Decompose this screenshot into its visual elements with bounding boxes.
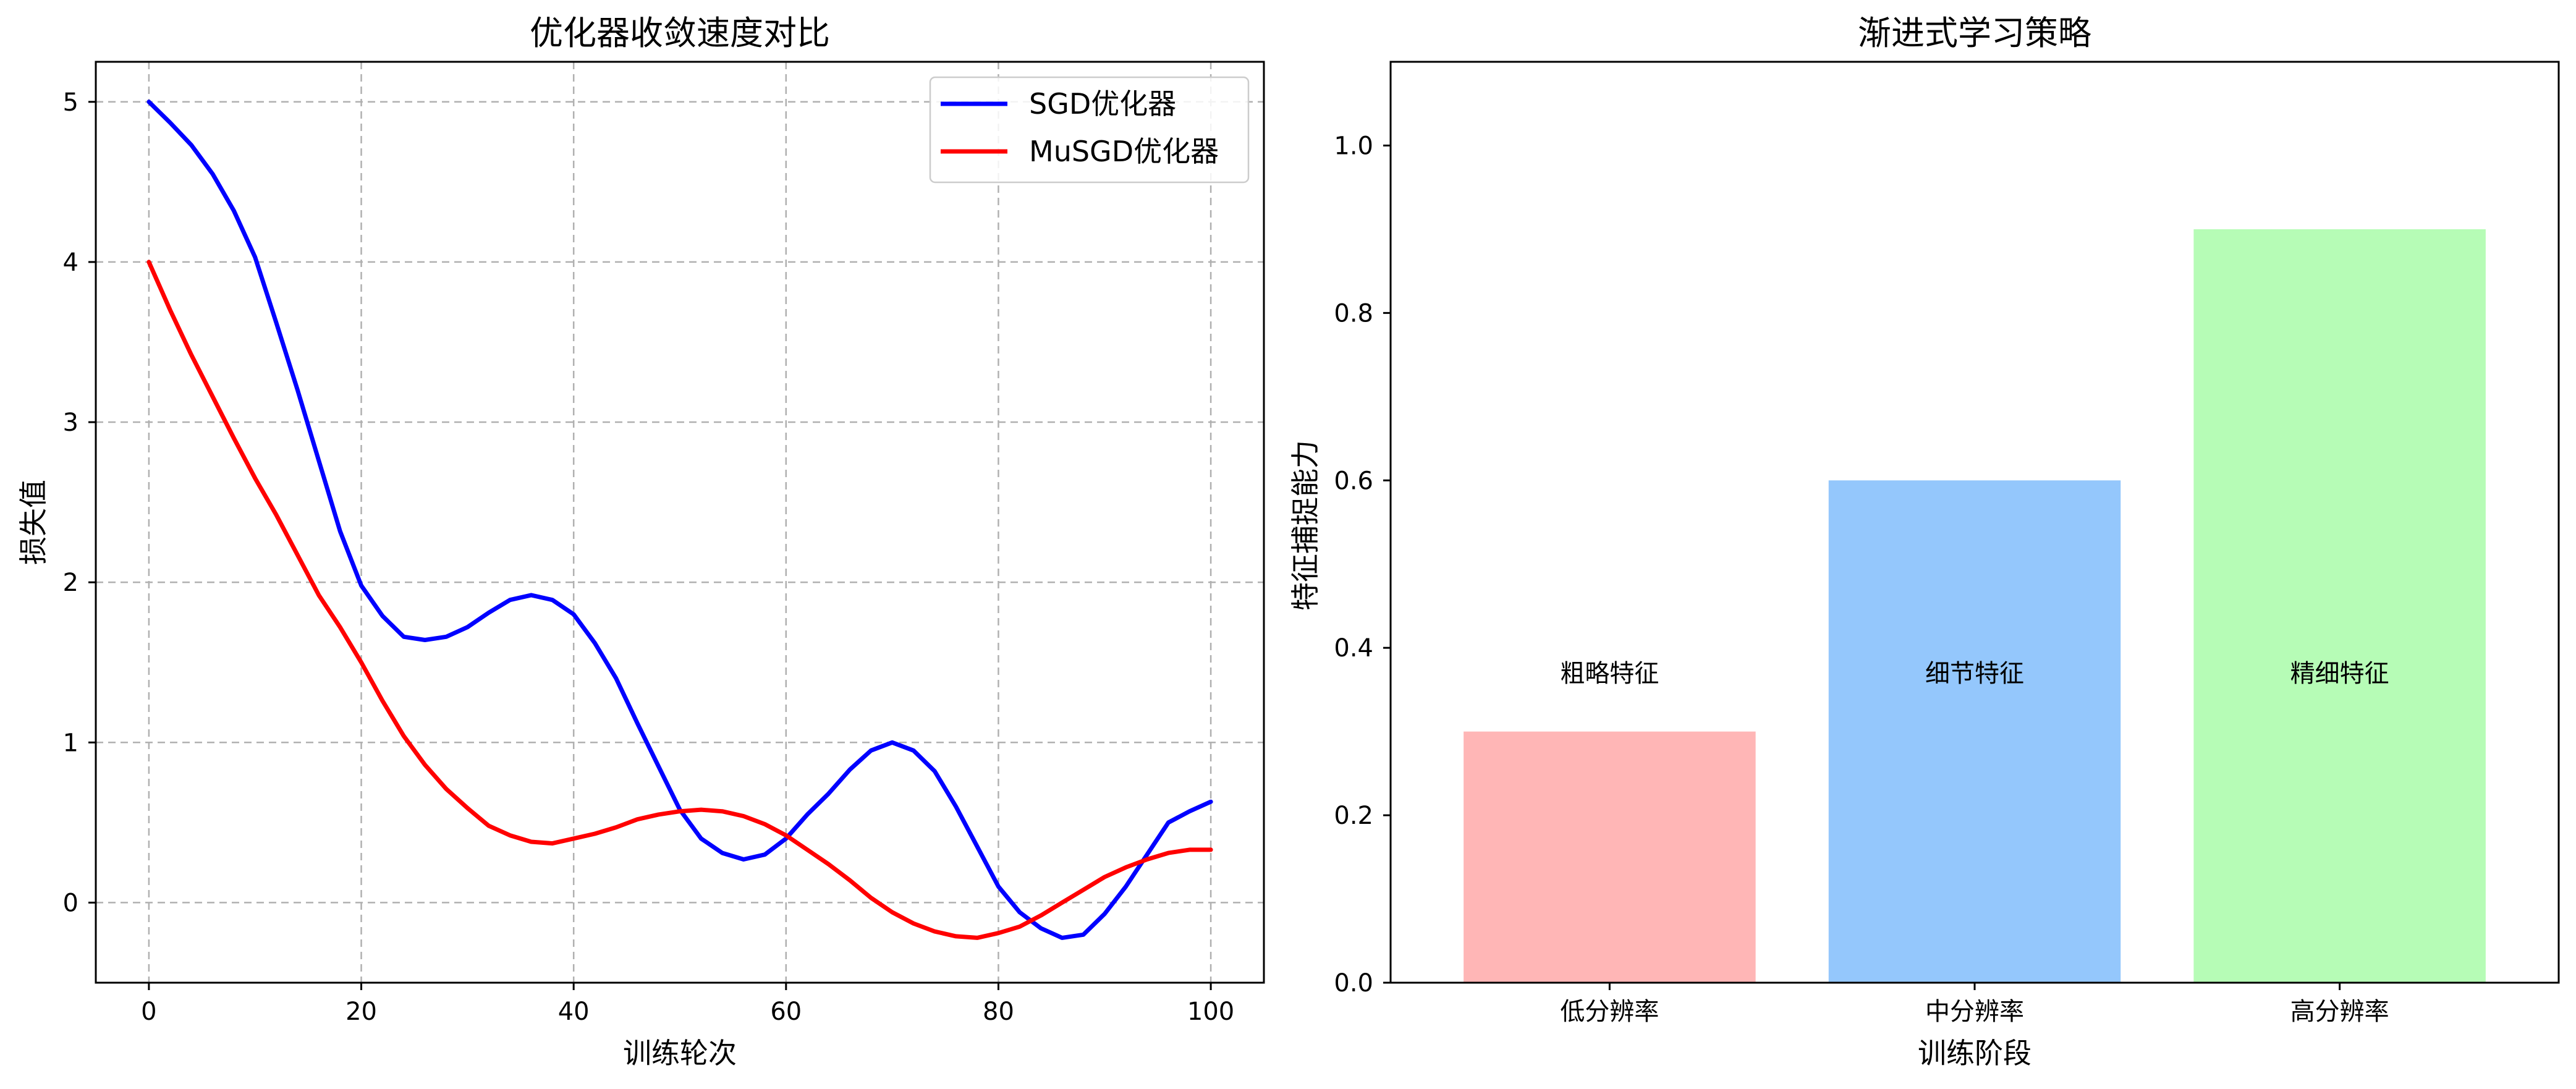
legend-label-sgd: SGD优化器	[1029, 87, 1176, 121]
x-tick-label: 中分辨率	[1925, 998, 2024, 1026]
line-chart-y-axis-label: 损失值	[17, 480, 50, 565]
bar-annotation: 精细特征	[2290, 659, 2389, 688]
line-chart: 优化器收敛速度对比 0 20 40 60 80 100 0 1 2 3 4 5 训练轮次 损失值 S…	[17, 14, 1265, 1070]
y-tick-label: 1	[63, 729, 78, 757]
bar	[2193, 229, 2486, 983]
line-chart-grid	[96, 62, 1264, 983]
bar-chart: 渐进式学习策略 粗略特征 细节特征 精细特征 低分辨率 中分辨率 高分辨率 0.0 0.2…	[1289, 14, 2560, 1070]
y-tick-label: 2	[63, 569, 78, 597]
bar-chart-title: 渐进式学习策略	[1858, 14, 2091, 53]
bar-chart-bars	[1464, 229, 2486, 983]
x-tick-label: 100	[1187, 998, 1234, 1026]
bar-chart-x-ticks: 低分辨率 中分辨率 高分辨率	[1560, 983, 2389, 1026]
x-tick-label: 低分辨率	[1560, 998, 1659, 1026]
y-tick-label: 5	[63, 88, 78, 117]
y-tick-label: 0.4	[1334, 634, 1373, 663]
bar-annotation: 粗略特征	[1560, 659, 1659, 688]
line-chart-x-ticks: 0 20 40 60 80 100	[141, 983, 1234, 1026]
bar	[1828, 480, 2121, 983]
bar-annotation: 细节特征	[1925, 659, 2024, 688]
line-chart-frame	[95, 61, 1265, 984]
y-tick-label: 3	[63, 409, 78, 437]
y-tick-label: 0	[63, 889, 78, 917]
line-chart-x-axis-label: 训练轮次	[623, 1036, 737, 1070]
line-chart-title: 优化器收敛速度对比	[530, 14, 830, 53]
bar-chart-y-axis-label: 特征捕捉能力	[1289, 440, 1322, 611]
x-tick-label: 高分辨率	[2290, 998, 2389, 1026]
y-tick-label: 0.0	[1334, 969, 1373, 998]
legend-box	[929, 76, 1250, 184]
line-chart-series	[146, 100, 1213, 940]
line-chart-legend: SGD优化器 MuSGD优化器	[929, 76, 1250, 184]
x-tick-label: 40	[558, 998, 590, 1026]
line-chart-y-ticks: 0 1 2 3 4 5	[63, 88, 96, 917]
y-tick-label: 0.2	[1334, 802, 1373, 830]
series-line-musgd	[146, 260, 1213, 940]
legend-label-musgd: MuSGD优化器	[1029, 135, 1219, 168]
bar-chart-y-ticks: 0.0 0.2 0.4 0.6 0.8 1.0	[1334, 132, 1391, 998]
y-tick-label: 4	[63, 248, 78, 277]
x-tick-label: 60	[770, 998, 802, 1026]
bar-chart-annotations: 粗略特征 细节特征 精细特征	[1560, 659, 2389, 688]
y-tick-label: 1.0	[1334, 132, 1373, 160]
y-tick-label: 0.8	[1334, 299, 1373, 328]
x-tick-label: 80	[983, 998, 1014, 1026]
x-tick-label: 20	[345, 998, 377, 1026]
y-tick-label: 0.6	[1334, 467, 1373, 495]
x-tick-label: 0	[141, 998, 156, 1026]
bar-chart-x-axis-label: 训练阶段	[1918, 1036, 2032, 1070]
bar	[1464, 731, 1756, 983]
